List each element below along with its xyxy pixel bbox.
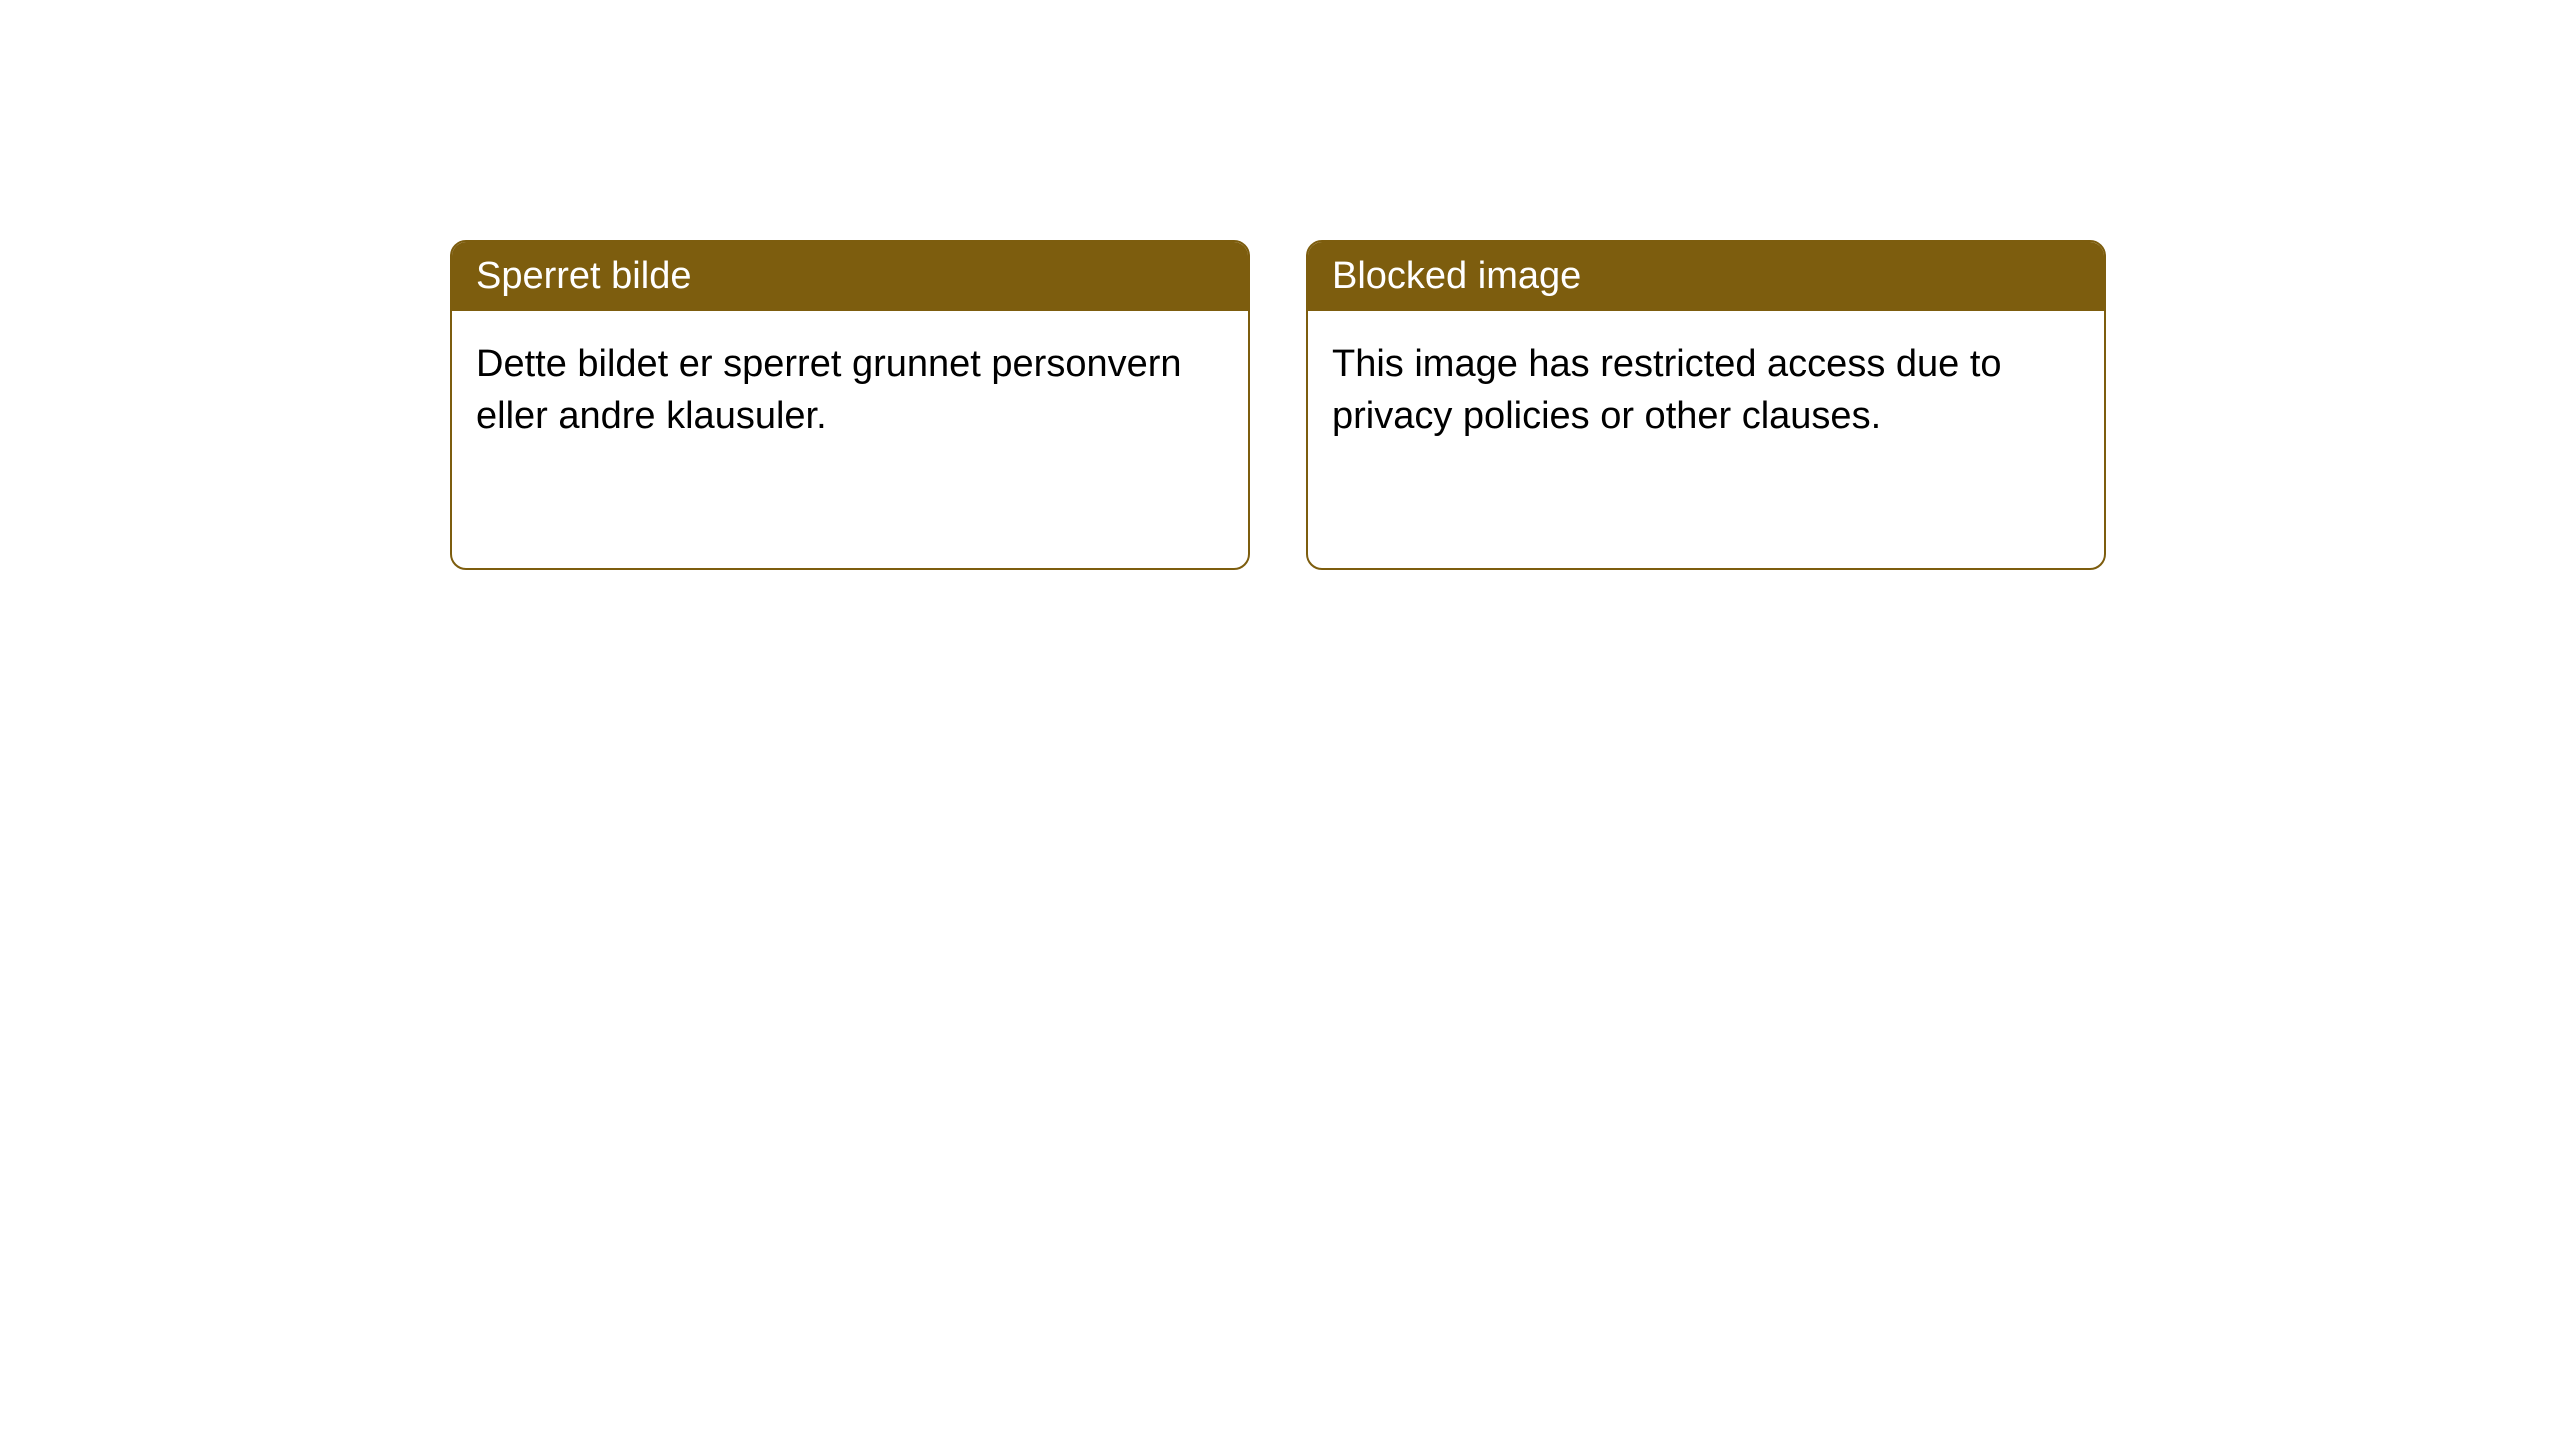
- notice-box-norwegian: Sperret bilde Dette bildet er sperret gr…: [450, 240, 1250, 570]
- notice-box-english: Blocked image This image has restricted …: [1306, 240, 2106, 570]
- notice-container: Sperret bilde Dette bildet er sperret gr…: [450, 240, 2106, 570]
- notice-title-english: Blocked image: [1308, 242, 2104, 311]
- notice-body-norwegian: Dette bildet er sperret grunnet personve…: [452, 311, 1248, 470]
- notice-body-english: This image has restricted access due to …: [1308, 311, 2104, 470]
- notice-title-norwegian: Sperret bilde: [452, 242, 1248, 311]
